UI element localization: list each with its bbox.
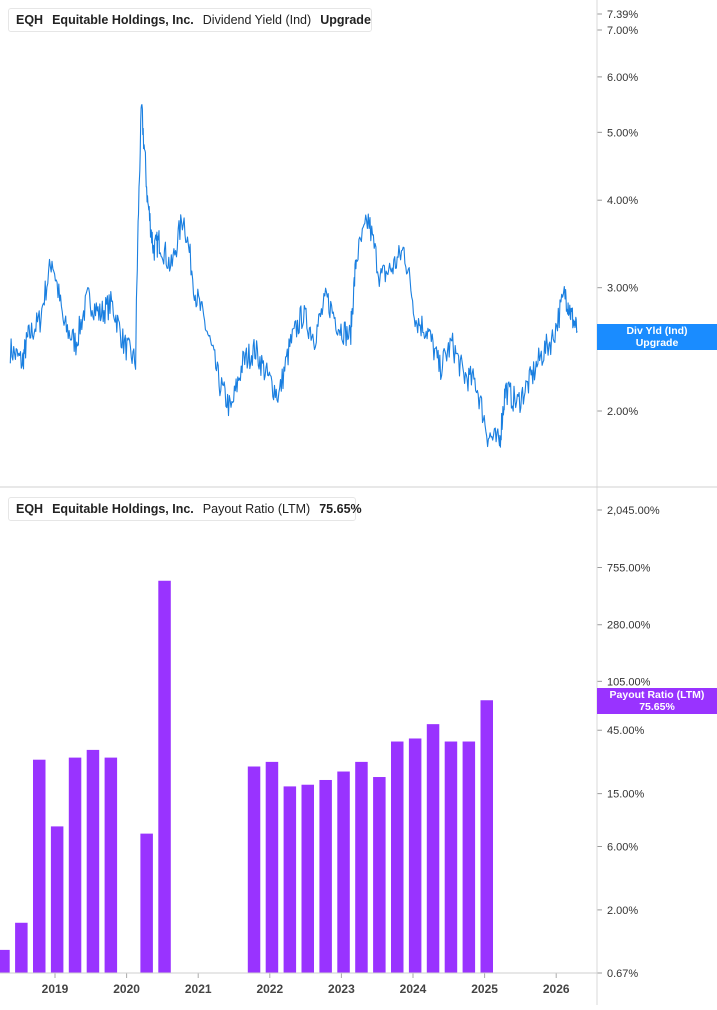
y-tick-label: 755.00% (607, 562, 651, 574)
x-tick-label: 2026 (543, 982, 570, 996)
payout-bar (391, 742, 404, 973)
y-tick-label: 4.00% (607, 195, 638, 207)
tag-line-2: 75.65% (597, 701, 717, 713)
payout-bar (337, 772, 350, 973)
y-tick-label: 2.00% (607, 905, 638, 917)
payout-bar (140, 834, 153, 973)
yield-line-group (10, 105, 577, 448)
y-tick-label: 6.00% (607, 72, 638, 84)
x-tick-label: 2020 (113, 982, 140, 996)
payout-ratio-tag: Payout Ratio (LTM) 75.65% (597, 688, 717, 714)
x-tick-label: 2019 (42, 982, 69, 996)
tag-line-1: Payout Ratio (LTM) (597, 689, 717, 701)
payout-bar (0, 950, 10, 973)
y-tick-label: 5.00% (607, 127, 638, 139)
payout-bar (158, 581, 171, 973)
payout-bar (301, 785, 314, 973)
legend-value: Upgrade (320, 13, 371, 27)
legend-company: Equitable Holdings, Inc. (52, 502, 194, 516)
legend-metric: Payout Ratio (LTM) (203, 502, 310, 516)
legend-dividend-yield[interactable]: EQH Equitable Holdings, Inc. Dividend Yi… (8, 8, 372, 32)
x-tick-label: 2023 (328, 982, 355, 996)
dividend-yield-line (10, 105, 577, 448)
payout-bar (248, 767, 261, 973)
payout-bar (105, 758, 118, 973)
legend-metric: Dividend Yield (Ind) (203, 13, 311, 27)
dividend-yield-tag: Div Yld (Ind) Upgrade (597, 324, 717, 350)
legend-company: Equitable Holdings, Inc. (52, 13, 194, 27)
tag-line-2: Upgrade (597, 337, 717, 349)
y-tick-label: 2,045.00% (607, 505, 660, 517)
y-tick-label: 7.00% (607, 25, 638, 37)
y-tick-label: 0.67% (607, 968, 638, 980)
payout-bar (463, 742, 476, 973)
top-y-axis: 7.39% 7.00% 6.00% 5.00% 4.00% 3.00% 2.00% (597, 9, 638, 418)
payout-bar (409, 738, 422, 973)
y-tick-label: 15.00% (607, 789, 645, 801)
payout-bar (33, 760, 46, 973)
payout-bar (266, 762, 279, 973)
payout-bar (373, 777, 386, 973)
payout-bar (445, 742, 458, 973)
payout-bar (15, 923, 28, 973)
x-tick-label: 2025 (471, 982, 498, 996)
y-tick-label: 45.00% (607, 725, 645, 737)
legend-value: 75.65% (319, 502, 361, 516)
x-tick-label: 2022 (256, 982, 283, 996)
x-tick-label: 2024 (400, 982, 427, 996)
payout-bar (87, 750, 100, 973)
payout-bar (319, 780, 332, 973)
payout-bar (355, 762, 368, 973)
y-tick-label: 3.00% (607, 283, 638, 295)
x-tick-label: 2021 (185, 982, 212, 996)
legend-payout-ratio[interactable]: EQH Equitable Holdings, Inc. Payout Rati… (8, 497, 356, 521)
y-tick-label: 280.00% (607, 620, 651, 632)
payout-bar (284, 786, 297, 973)
payout-bar (427, 724, 440, 973)
tag-line-1: Div Yld (Ind) (597, 325, 717, 337)
y-tick-label: 7.39% (607, 9, 638, 21)
y-tick-label: 2.00% (607, 406, 638, 418)
payout-bar (480, 700, 493, 973)
legend-ticker: EQH (16, 13, 43, 27)
payout-bars (0, 581, 493, 973)
y-tick-label: 105.00% (607, 676, 651, 688)
y-tick-label: 6.00% (607, 841, 638, 853)
x-axis: 2019 2020 2021 2022 2023 2024 2025 2026 (42, 973, 570, 996)
legend-ticker: EQH (16, 502, 43, 516)
payout-bar (69, 758, 82, 973)
bottom-y-axis: 2,045.00% 755.00% 280.00% 105.00% 45.00% 15.0… (597, 505, 660, 980)
payout-bar (51, 826, 64, 973)
